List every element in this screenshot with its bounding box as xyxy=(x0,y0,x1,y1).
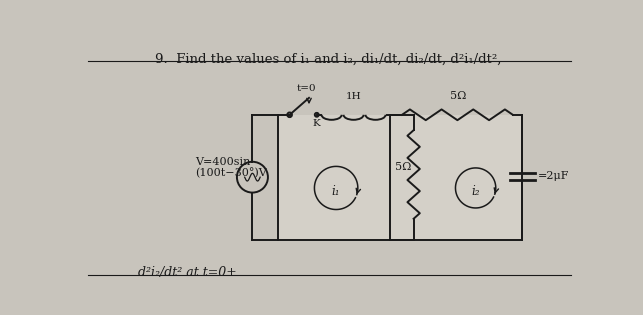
Text: 5Ω: 5Ω xyxy=(449,91,466,101)
Text: V=400sin: V=400sin xyxy=(195,157,251,167)
Text: 5Ω: 5Ω xyxy=(395,162,412,172)
Bar xyxy=(278,115,522,239)
Text: =2μF: =2μF xyxy=(538,171,569,181)
Text: K: K xyxy=(313,119,321,128)
Text: t=0: t=0 xyxy=(297,84,316,93)
Text: (100t−30°)V: (100t−30°)V xyxy=(195,167,267,178)
Text: d²i₂/dt² at t=0+: d²i₂/dt² at t=0+ xyxy=(138,266,237,279)
Text: 9.  Find the values of i₁ and i₂, di₁/dt, di₂/dt, d²i₁/dt²,: 9. Find the values of i₁ and i₂, di₁/dt,… xyxy=(155,53,502,66)
Text: i₂: i₂ xyxy=(471,185,480,198)
Text: i₁: i₁ xyxy=(332,185,340,198)
Text: 1H: 1H xyxy=(345,92,361,101)
